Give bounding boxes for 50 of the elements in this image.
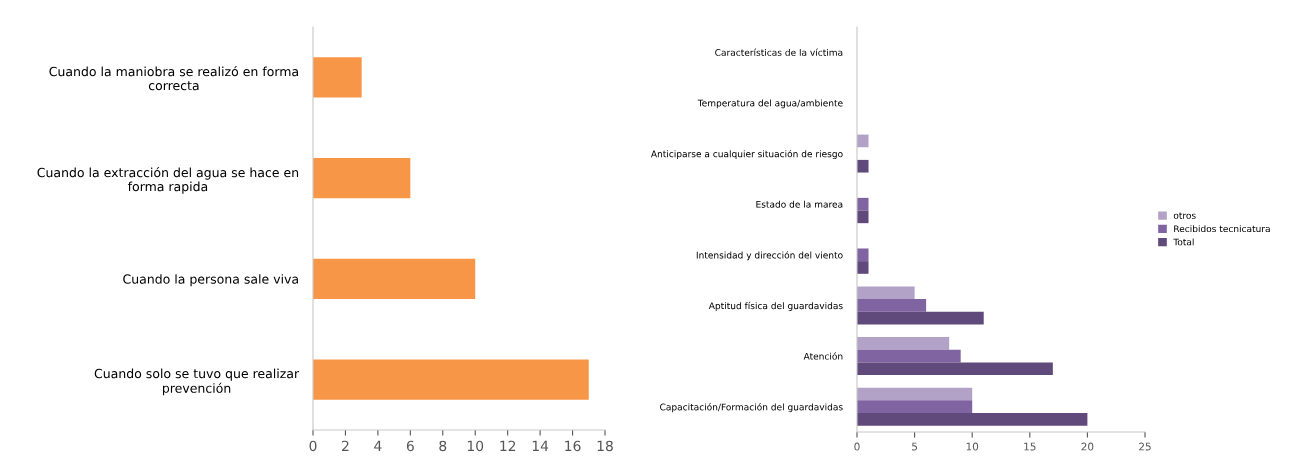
y-tick-label: Capacitación/Formación del guardavidas: [660, 403, 843, 413]
x-tick-label: 0: [854, 442, 860, 451]
y-tick-label: Atención: [803, 352, 843, 360]
bar: [857, 248, 869, 262]
y-tick-label: Intensidad y dirección del viento: [696, 251, 843, 261]
bar: [857, 159, 869, 173]
x-tick-label: 6: [406, 440, 414, 452]
bar: [857, 134, 869, 148]
y-tick-label: Estado de la marea: [756, 200, 843, 208]
y-tick-label: Cuando la extracción del agua se hace en forma rapida: [37, 167, 299, 194]
bar: [857, 210, 869, 224]
x-tick-label: 25: [1139, 442, 1151, 451]
bar: [857, 197, 869, 211]
x-tick-label: 5: [912, 442, 917, 451]
bar: [857, 387, 973, 401]
y-tick-label: Anticiparse a cualquier situación de riesgo: [650, 149, 843, 160]
bar: [857, 337, 950, 350]
x-tick-label: 20: [1081, 442, 1094, 451]
bar: [313, 57, 362, 98]
bar: [857, 299, 927, 312]
y-tick-label: Cuando solo se tuvo que realizar prevención: [94, 368, 300, 396]
x-tick-label: 18: [597, 440, 613, 452]
bar: [857, 362, 1053, 376]
bar: [857, 413, 1088, 426]
legend-label: Total: [1173, 238, 1194, 246]
bar: [857, 311, 984, 325]
x-tick-label: 2: [342, 440, 349, 451]
x-tick-label: 4: [374, 440, 382, 451]
x-tick-label: 15: [1024, 442, 1036, 451]
y-tick-label: Cuando la maniobra se realizó en forma correcta: [49, 66, 298, 91]
y-tick-label: Aptitud física del guardavidas: [708, 301, 843, 311]
x-tick-label: 10: [966, 442, 979, 451]
bar: [313, 359, 589, 400]
x-tick-label: 16: [565, 440, 581, 452]
x-tick-label: 8: [439, 440, 447, 452]
x-tick-label: 14: [532, 440, 549, 451]
bar: [857, 286, 915, 300]
bar: [313, 258, 476, 300]
x-tick-label: 12: [500, 440, 516, 451]
bar: [857, 400, 973, 414]
bar: [857, 349, 961, 363]
legend-label: otros: [1173, 212, 1196, 219]
legend-label: Recibidos tecnicatura: [1174, 225, 1270, 233]
bar: [313, 157, 411, 199]
y-tick-label: Cuando la persona sale viva: [123, 274, 298, 287]
x-tick-label: 0: [309, 440, 317, 452]
y-tick-label: Temperatura del agua/ambiente: [697, 99, 843, 109]
y-tick-label: Características de la víctima: [715, 48, 843, 56]
x-tick-label: 10: [467, 440, 484, 452]
bar: [857, 261, 869, 274]
